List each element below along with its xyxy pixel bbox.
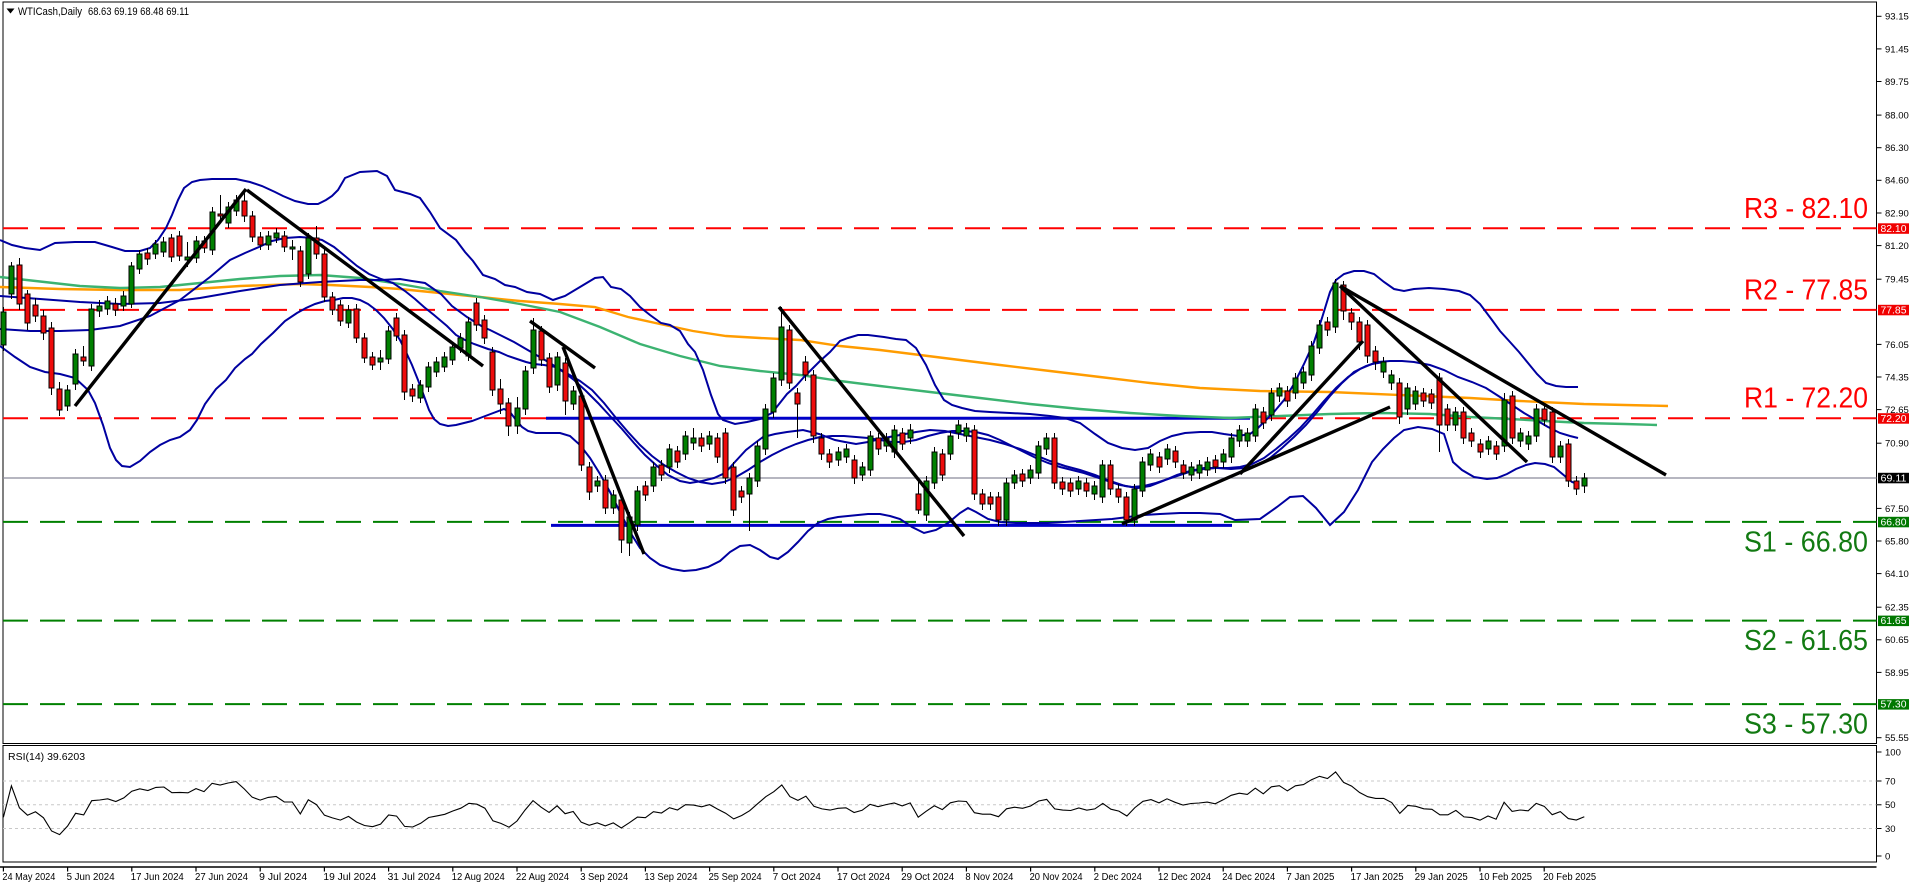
svg-text:R1 - 72.20: R1 - 72.20 (1744, 383, 1868, 415)
svg-text:30: 30 (1885, 824, 1896, 835)
svg-text:27 Jun 2024: 27 Jun 2024 (195, 872, 248, 883)
svg-text:R3 - 82.10: R3 - 82.10 (1744, 193, 1868, 225)
svg-text:24 May 2024: 24 May 2024 (2, 872, 55, 883)
svg-text:67.50: 67.50 (1885, 504, 1909, 515)
svg-text:82.90: 82.90 (1885, 208, 1909, 219)
svg-text:13 Sep 2024: 13 Sep 2024 (644, 872, 697, 883)
svg-text:17 Jan 2025: 17 Jan 2025 (1351, 872, 1404, 883)
svg-text:29 Oct 2024: 29 Oct 2024 (901, 872, 954, 883)
svg-text:24 Dec 2024: 24 Dec 2024 (1222, 872, 1275, 883)
svg-text:100: 100 (1885, 747, 1901, 758)
svg-text:86.30: 86.30 (1885, 143, 1909, 154)
svg-text:77.85: 77.85 (1881, 305, 1908, 316)
svg-text:50: 50 (1885, 800, 1896, 811)
svg-text:70.90: 70.90 (1885, 439, 1909, 450)
svg-text:0: 0 (1885, 851, 1890, 862)
svg-text:5 Jun 2024: 5 Jun 2024 (67, 872, 115, 883)
svg-text:17 Oct 2024: 17 Oct 2024 (837, 872, 890, 883)
svg-text:3 Sep 2024: 3 Sep 2024 (580, 872, 628, 883)
svg-text:66.80: 66.80 (1881, 517, 1908, 528)
svg-text:76.05: 76.05 (1885, 340, 1909, 351)
svg-text:79.45: 79.45 (1885, 275, 1909, 286)
svg-text:25 Sep 2024: 25 Sep 2024 (709, 872, 762, 883)
svg-text:9 Jul 2024: 9 Jul 2024 (259, 872, 307, 883)
svg-text:WTICash,Daily: WTICash,Daily (18, 6, 82, 18)
svg-text:31 Jul 2024: 31 Jul 2024 (388, 872, 441, 883)
svg-text:8 Nov 2024: 8 Nov 2024 (965, 872, 1013, 883)
svg-text:72.20: 72.20 (1881, 414, 1908, 425)
svg-text:S1 - 66.80: S1 - 66.80 (1744, 526, 1868, 558)
svg-text:7 Oct 2024: 7 Oct 2024 (773, 872, 821, 883)
svg-text:7 Jan 2025: 7 Jan 2025 (1286, 872, 1334, 883)
svg-text:88.00: 88.00 (1885, 111, 1909, 122)
svg-text:81.20: 81.20 (1885, 241, 1909, 252)
svg-text:S2 - 61.65: S2 - 61.65 (1744, 625, 1868, 657)
svg-text:12 Dec 2024: 12 Dec 2024 (1158, 872, 1211, 883)
svg-text:22 Aug 2024: 22 Aug 2024 (516, 872, 569, 883)
svg-text:17 Jun 2024: 17 Jun 2024 (131, 872, 184, 883)
svg-text:93.15: 93.15 (1885, 12, 1909, 23)
svg-text:84.60: 84.60 (1885, 176, 1909, 187)
svg-text:64.10: 64.10 (1885, 569, 1909, 580)
svg-text:72.65: 72.65 (1885, 405, 1909, 416)
svg-text:19 Jul 2024: 19 Jul 2024 (323, 872, 376, 883)
svg-text:RSI(14) 39.6203: RSI(14) 39.6203 (8, 751, 85, 763)
svg-text:20 Feb 2025: 20 Feb 2025 (1543, 872, 1596, 883)
svg-text:12 Aug 2024: 12 Aug 2024 (452, 872, 505, 883)
svg-text:57.30: 57.30 (1881, 700, 1908, 711)
svg-text:60.65: 60.65 (1885, 635, 1909, 646)
svg-text:62.35: 62.35 (1885, 603, 1909, 614)
svg-text:S3 - 57.30: S3 - 57.30 (1744, 709, 1868, 741)
svg-text:58.95: 58.95 (1885, 668, 1909, 679)
svg-text:89.75: 89.75 (1885, 77, 1909, 88)
svg-text:29 Jan 2025: 29 Jan 2025 (1415, 872, 1468, 883)
svg-text:61.65: 61.65 (1881, 616, 1908, 627)
svg-text:65.80: 65.80 (1885, 536, 1909, 547)
svg-text:69.11: 69.11 (1881, 474, 1907, 485)
svg-text:10 Feb 2025: 10 Feb 2025 (1479, 872, 1532, 883)
svg-text:68.63 69.19 68.48 69.11: 68.63 69.19 68.48 69.11 (88, 6, 189, 18)
svg-text:82.10: 82.10 (1881, 224, 1908, 235)
svg-text:91.45: 91.45 (1885, 44, 1909, 55)
svg-text:20 Nov 2024: 20 Nov 2024 (1030, 872, 1083, 883)
svg-text:74.35: 74.35 (1885, 372, 1909, 383)
svg-text:70: 70 (1885, 776, 1896, 787)
svg-text:2 Dec 2024: 2 Dec 2024 (1094, 872, 1142, 883)
svg-text:55.55: 55.55 (1885, 733, 1909, 744)
svg-text:R2 - 77.85: R2 - 77.85 (1744, 274, 1868, 306)
